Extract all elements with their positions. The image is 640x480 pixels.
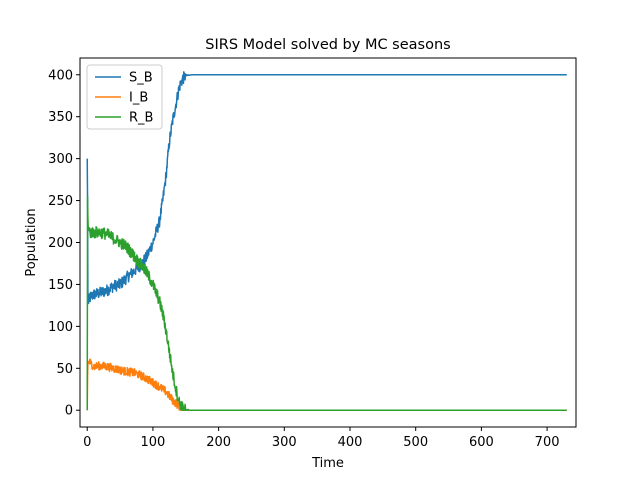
x-tick-label: 0 [83, 435, 91, 450]
y-axis-label: Population [24, 208, 39, 276]
series-line-i-b [86, 358, 568, 411]
legend-label-r-b: R_B [129, 111, 153, 126]
series-line-r-b [86, 195, 568, 411]
y-tick-label: 400 [48, 68, 73, 83]
y-tick-label: 0 [65, 404, 73, 419]
legend: S_B I_B R_B [86, 64, 163, 130]
legend-label-i-b: I_B [129, 91, 148, 106]
y-tick-label: 200 [48, 236, 73, 251]
x-tick-label: 300 [272, 435, 297, 450]
x-tick-label: 700 [535, 435, 560, 450]
legend-box [86, 64, 163, 130]
plot-lines [86, 71, 568, 411]
series-line-s-b [86, 71, 568, 305]
y-tick-label: 50 [56, 362, 73, 377]
x-tick-label: 500 [403, 435, 428, 450]
y-tick-label: 350 [48, 110, 73, 125]
ticks: 0 100 200 300 400 500 600 700 0 50 100 150 200 250 300… [48, 68, 559, 450]
x-axis-label: Time [311, 456, 344, 471]
y-tick-label: 150 [48, 278, 73, 293]
y-tick-label: 100 [48, 320, 73, 335]
x-tick-label: 200 [206, 435, 231, 450]
x-tick-label: 100 [141, 435, 166, 450]
x-tick-label: 600 [469, 435, 494, 450]
x-tick-label: 400 [338, 435, 363, 450]
chart-title: SIRS Model solved by MC seasons [205, 37, 450, 53]
y-tick-label: 300 [48, 152, 73, 167]
legend-label-s-b: S_B [129, 71, 153, 86]
y-tick-label: 250 [48, 194, 73, 209]
